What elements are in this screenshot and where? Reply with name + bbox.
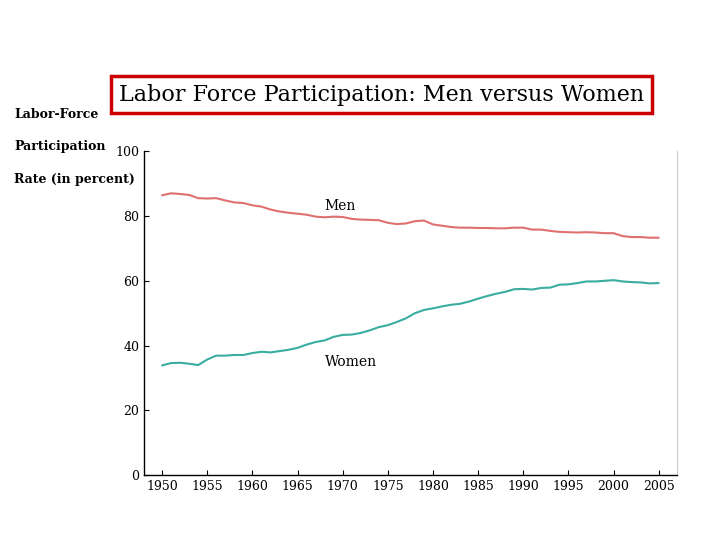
Text: Participation: Participation	[14, 140, 106, 153]
Text: Rate (in percent): Rate (in percent)	[14, 173, 135, 186]
Text: Labor-Force: Labor-Force	[14, 108, 99, 121]
Text: Men: Men	[325, 199, 356, 213]
Text: Labor Force Participation: Men versus Women: Labor Force Participation: Men versus Wo…	[119, 84, 644, 105]
Text: Women: Women	[325, 355, 377, 369]
